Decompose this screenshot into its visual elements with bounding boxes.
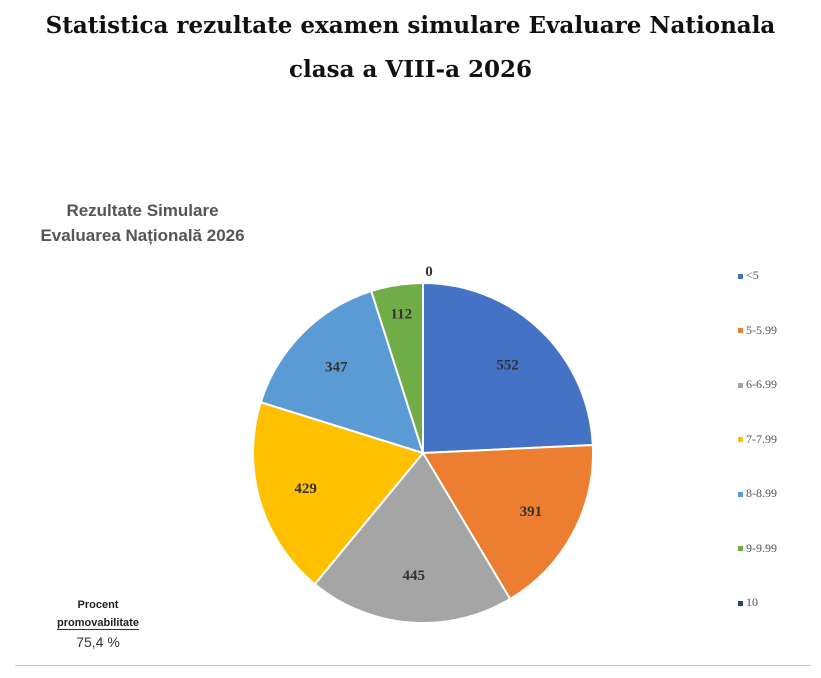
legend-swatch (738, 491, 743, 497)
data-label-4: 347 (325, 360, 348, 376)
pie-slice-3 (252, 400, 425, 586)
legend-swatch (738, 437, 743, 443)
data-label-3: 429 (294, 481, 317, 497)
legend-swatch (738, 600, 743, 606)
pie-slice-5 (370, 281, 424, 454)
pie-slice-1 (421, 443, 594, 601)
legend-item: 7-7.99 (738, 432, 777, 447)
legend-label: 5-5.99 (746, 322, 777, 337)
pie-slice-2 (313, 451, 512, 624)
title-line-1: Statistica rezultate examen simulare Eva… (45, 12, 776, 39)
data-label-2: 445 (402, 568, 425, 584)
legend-swatch (738, 382, 743, 388)
promovability-box: Procent promovabilitate 75,4 % (48, 596, 148, 652)
legend-label: 9-9.99 (746, 540, 777, 555)
chart-title-line-1: Rezultate Simulare (66, 201, 219, 220)
data-label-5: 112 (390, 307, 412, 323)
legend-label: 6-6.99 (746, 377, 777, 391)
data-label-6: 0 (425, 264, 433, 280)
legend-item: 9-9.99 (738, 541, 777, 556)
legend-item: 6-6.99 (738, 377, 777, 392)
promo-label-1: Procent (77, 599, 119, 611)
legend-swatch (738, 328, 743, 334)
legend-label: <5 (746, 268, 759, 282)
page-title: Statistica rezultate examen simulare Eva… (0, 4, 821, 92)
legend-label: 7-7.99 (746, 431, 777, 446)
chart-title: Rezultate Simulare Evaluarea Națională 20… (20, 198, 265, 248)
legend-item: <5 (738, 268, 759, 283)
data-label-1: 391 (520, 504, 543, 520)
legend-item: 8-8.99 (738, 486, 777, 501)
promo-value: 75,4 % (76, 634, 120, 650)
title-line-2: clasa a VIII-a 2026 (288, 56, 532, 83)
divider (15, 665, 811, 666)
data-label-0: 552 (496, 357, 519, 373)
legend-item: 10 (738, 595, 758, 610)
legend-swatch (738, 273, 743, 279)
legend-swatch (738, 546, 743, 552)
chart-title-line-2: Evaluarea Națională 2026 (40, 226, 245, 245)
pie-slice-0 (422, 281, 594, 455)
legend-item: 5-5.99 (738, 323, 777, 338)
pie-slice-4 (259, 289, 425, 455)
legend-label: 8-8.99 (746, 486, 777, 500)
promo-label-2: promovabilitate (57, 617, 139, 630)
legend-label: 10 (746, 595, 758, 609)
